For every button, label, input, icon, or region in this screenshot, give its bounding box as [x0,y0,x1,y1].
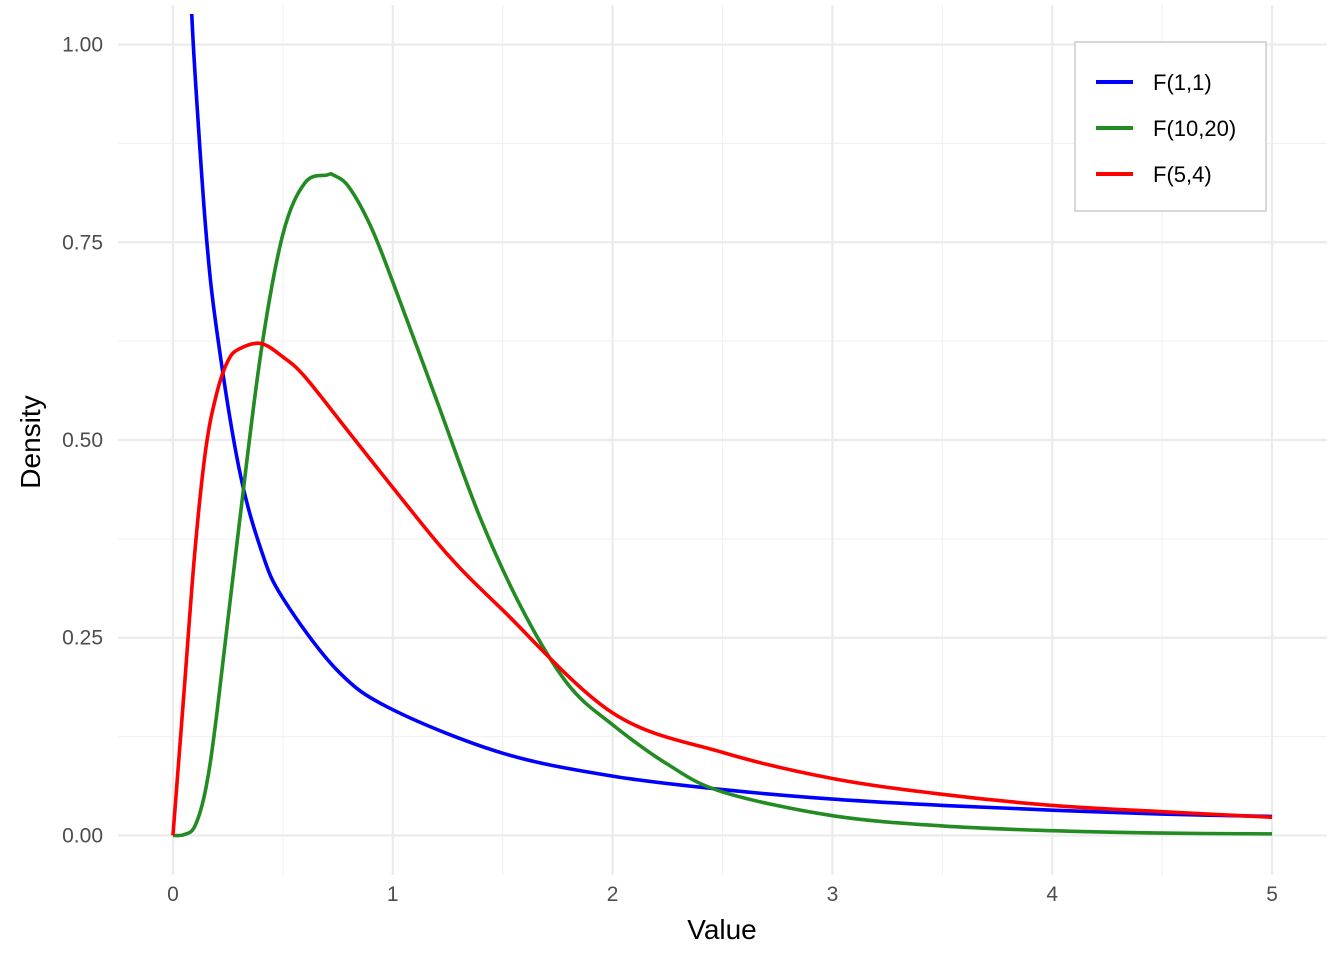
x-tick-label: 3 [827,883,839,906]
series-line-2 [171,341,1273,836]
legend: F(1,1) F(10,20) F(5,4) [1074,41,1267,212]
series-line-0 [189,14,1273,819]
x-tick-label: 5 [1266,883,1278,906]
series-line-1 [172,172,1273,838]
x-tick-label: 2 [607,883,619,906]
legend-label-2: F(5,4) [1153,162,1212,187]
x-tick-label: 1 [387,883,399,906]
legend-label-0: F(1,1) [1153,70,1212,95]
y-tick-label: 0.00 [62,824,103,847]
y-axis-ticks: 0.00 0.25 0.50 0.75 1.00 [62,34,103,848]
y-axis-title: Density [15,395,46,488]
y-tick-label: 0.25 [62,627,103,650]
series-layer [171,14,1273,838]
legend-label-1: F(10,20) [1153,116,1236,141]
x-axis-title: Value [687,914,757,945]
y-tick-label: 0.75 [62,231,103,254]
x-tick-label: 0 [167,883,179,906]
y-tick-label: 0.50 [62,429,103,452]
y-tick-label: 1.00 [62,34,103,57]
x-axis-ticks: 0 1 2 3 4 5 [167,883,1278,906]
x-tick-label: 4 [1046,883,1058,906]
grid-major [118,5,1327,875]
